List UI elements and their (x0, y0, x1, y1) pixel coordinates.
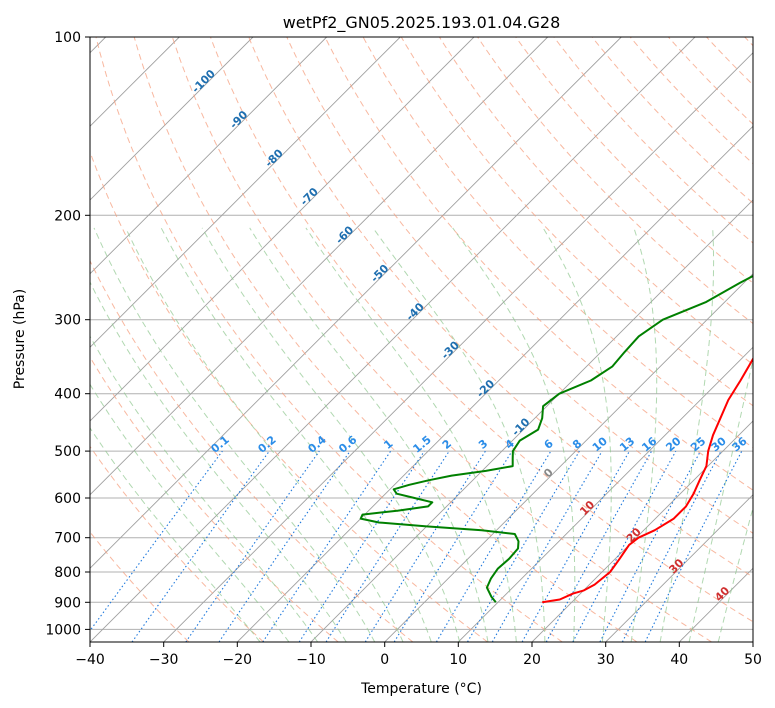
mixing-ratio-line (572, 450, 677, 642)
x-tick-label: 0 (380, 652, 389, 668)
x-tick-label: 40 (670, 652, 688, 668)
moist-adiabat-line (90, 383, 290, 642)
x-tick-label: 50 (744, 652, 762, 668)
moist-adiabat-line (160, 227, 432, 642)
y-tick-label: 600 (54, 491, 81, 507)
moist-adiabat-line (659, 227, 715, 642)
dry-adiabat-line (210, 37, 753, 623)
x-tick-label: −40 (75, 652, 105, 668)
y-tick-label: 400 (54, 387, 81, 403)
moist-adiabat-line (372, 227, 546, 642)
isotherm-line (90, 37, 254, 201)
mixing-ratio-line (262, 450, 392, 642)
moist-adiabat-line (93, 227, 376, 642)
mixing-ratio-line (325, 450, 450, 642)
x-axis-title: Temperature (°C) (360, 681, 482, 697)
moist-adiabat-line (125, 227, 404, 642)
mixing-ratio-line (545, 450, 653, 642)
dewpoint-profile (359, 274, 753, 603)
y-tick-label: 900 (54, 595, 81, 611)
moist-adiabat-line (630, 227, 658, 642)
plot-frame (89, 36, 754, 643)
isotherm-line (90, 37, 696, 642)
chart-title: wetPf2_GN05.2025.193.01.04.G28 (283, 13, 561, 33)
mixing-ratio-line (644, 450, 743, 642)
dry-adiabat-line (171, 37, 712, 642)
mixing-ratio-line (218, 450, 351, 642)
moist-adiabat-line (452, 227, 576, 642)
y-tick-label: 200 (54, 208, 81, 224)
moist-adiabat-line (542, 227, 612, 642)
dry-adiabat-line (95, 37, 563, 642)
isotherm-line (384, 273, 753, 642)
isotherm-line (236, 125, 753, 642)
mixing-ratio-line (298, 450, 425, 642)
moist-adiabat-line (90, 427, 261, 642)
dry-adiabat-line (591, 37, 753, 204)
x-tick-label: 20 (523, 652, 541, 668)
isotherm-line (90, 37, 475, 422)
moist-adiabat-line (688, 356, 753, 642)
x-tick-label: 10 (449, 652, 467, 668)
background-lines (90, 37, 753, 642)
axes: −40 −30 −20 −10 0 10 20 30 40 50 100 200 300 400 500 60… (45, 30, 762, 668)
mixing-ratio-line (185, 450, 320, 642)
dry-adiabat-line (324, 37, 753, 491)
isotherm-line (90, 37, 401, 348)
dry-adiabat-line (248, 37, 753, 578)
isotherm-line (90, 37, 549, 496)
y-tick-label: 1000 (45, 622, 81, 638)
isotherm-line (457, 346, 753, 642)
moist-adiabat-line (305, 227, 517, 642)
dry-adiabat-line (400, 37, 753, 407)
isotherm-line (605, 494, 753, 642)
moist-adiabat-line (717, 506, 753, 642)
mixing-ratio-line (521, 450, 630, 642)
y-tick-label: 100 (54, 30, 81, 46)
y-tick-label: 700 (54, 531, 81, 547)
x-tick-label: −10 (296, 652, 326, 668)
y-tick-label: 800 (54, 565, 81, 581)
isotherm-line (90, 37, 622, 569)
isotherm-line (90, 37, 328, 275)
x-tick-label: 30 (597, 652, 615, 668)
dry-adiabat-line (477, 37, 753, 325)
dry-adiabat-line (90, 259, 414, 642)
mixing-ratio-line (90, 450, 223, 632)
y-tick-label: 300 (54, 313, 81, 329)
profile-lines (359, 274, 753, 604)
x-tick-label: −30 (149, 652, 179, 668)
dry-adiabat-line (362, 37, 753, 449)
moist-adiabat-line (249, 227, 489, 642)
dry-adiabat-line (629, 37, 753, 165)
dry-adiabat-line (515, 37, 753, 284)
temperature-profile (542, 356, 753, 604)
isotherm-line (163, 52, 753, 642)
moist-adiabat-line (90, 335, 319, 642)
y-tick-label: 500 (54, 444, 81, 460)
y-axis-title: Pressure (hPa) (12, 289, 28, 389)
mixing-ratio-line (393, 450, 513, 642)
x-tick-label: −20 (223, 652, 253, 668)
mixing-ratio-line (131, 450, 270, 642)
moist-adiabat-line (90, 281, 347, 642)
dry-adiabat-line (90, 445, 264, 642)
